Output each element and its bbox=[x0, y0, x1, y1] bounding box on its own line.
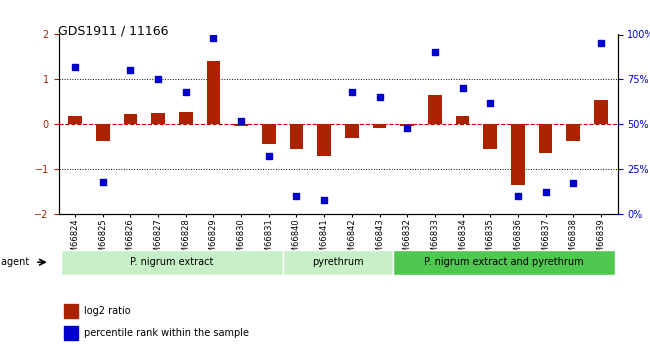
Bar bbox=[68, 116, 82, 124]
Bar bbox=[317, 124, 331, 156]
Point bbox=[291, 193, 302, 199]
Text: pyrethrum: pyrethrum bbox=[312, 257, 364, 267]
Point bbox=[374, 95, 385, 100]
Text: log2 ratio: log2 ratio bbox=[84, 306, 130, 316]
FancyBboxPatch shape bbox=[393, 250, 615, 275]
Point bbox=[346, 89, 357, 95]
Point bbox=[153, 77, 163, 82]
Bar bbox=[207, 61, 220, 124]
Point bbox=[264, 154, 274, 159]
Point bbox=[319, 197, 330, 202]
FancyBboxPatch shape bbox=[61, 250, 283, 275]
Bar bbox=[179, 112, 192, 124]
Point bbox=[568, 181, 578, 186]
Bar bbox=[64, 326, 78, 340]
Bar bbox=[124, 114, 137, 124]
Point bbox=[540, 190, 551, 195]
Bar bbox=[400, 124, 414, 126]
Point bbox=[236, 118, 246, 124]
Bar bbox=[289, 124, 304, 149]
Bar bbox=[594, 99, 608, 124]
Point bbox=[125, 68, 136, 73]
Bar bbox=[456, 116, 469, 124]
Point bbox=[208, 35, 218, 41]
Bar bbox=[151, 113, 165, 124]
Bar bbox=[566, 124, 580, 141]
Point bbox=[98, 179, 108, 184]
Bar bbox=[372, 124, 387, 128]
Point bbox=[513, 193, 523, 199]
Text: P. nigrum extract and pyrethrum: P. nigrum extract and pyrethrum bbox=[424, 257, 584, 267]
Bar bbox=[428, 95, 442, 124]
Bar bbox=[262, 124, 276, 144]
Bar bbox=[511, 124, 525, 185]
Point bbox=[485, 100, 495, 106]
Text: GDS1911 / 11166: GDS1911 / 11166 bbox=[58, 24, 169, 37]
Bar bbox=[234, 124, 248, 126]
Point bbox=[458, 86, 468, 91]
Point bbox=[595, 41, 606, 46]
FancyBboxPatch shape bbox=[283, 250, 393, 275]
Bar bbox=[345, 124, 359, 138]
Point bbox=[430, 50, 440, 55]
Text: percentile rank within the sample: percentile rank within the sample bbox=[84, 328, 249, 338]
Bar bbox=[484, 124, 497, 149]
Text: P. nigrum extract: P. nigrum extract bbox=[130, 257, 214, 267]
Point bbox=[181, 89, 191, 95]
Text: agent: agent bbox=[1, 257, 32, 267]
Point bbox=[402, 125, 412, 130]
Bar bbox=[64, 304, 78, 318]
Point bbox=[70, 64, 81, 70]
Bar bbox=[539, 124, 552, 153]
Bar bbox=[96, 124, 110, 141]
